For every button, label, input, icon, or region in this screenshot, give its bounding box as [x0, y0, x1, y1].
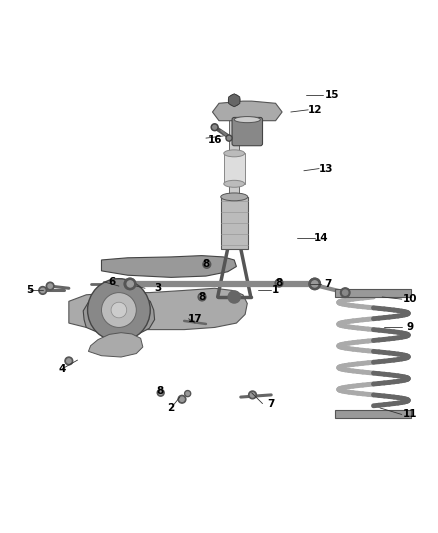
Text: 3: 3 — [155, 283, 162, 293]
Text: 9: 9 — [407, 322, 414, 333]
Circle shape — [211, 124, 218, 131]
Circle shape — [88, 279, 150, 341]
Text: 8: 8 — [198, 292, 205, 302]
Circle shape — [65, 357, 73, 365]
Text: 8: 8 — [202, 260, 209, 269]
Text: 1: 1 — [272, 286, 279, 295]
Text: 6: 6 — [109, 277, 116, 287]
Ellipse shape — [224, 150, 245, 157]
Text: 10: 10 — [403, 294, 418, 304]
Text: 8: 8 — [157, 385, 164, 395]
Bar — [224, 154, 245, 184]
Circle shape — [124, 278, 136, 289]
FancyBboxPatch shape — [232, 117, 262, 146]
Circle shape — [309, 278, 321, 289]
Polygon shape — [69, 288, 247, 329]
Circle shape — [249, 391, 256, 399]
Text: 2: 2 — [167, 403, 175, 413]
Text: 12: 12 — [307, 105, 322, 115]
Circle shape — [312, 281, 318, 287]
Circle shape — [200, 295, 204, 299]
Circle shape — [127, 281, 133, 287]
Circle shape — [48, 284, 52, 288]
Circle shape — [124, 278, 135, 289]
Circle shape — [228, 291, 240, 303]
Bar — [221, 197, 248, 249]
Text: 5: 5 — [26, 286, 33, 295]
Ellipse shape — [224, 180, 245, 187]
Circle shape — [203, 261, 211, 268]
Circle shape — [229, 94, 240, 106]
Circle shape — [127, 281, 133, 287]
Circle shape — [157, 389, 164, 396]
Text: 14: 14 — [314, 233, 328, 243]
Text: 7: 7 — [324, 279, 332, 289]
Text: 8: 8 — [276, 278, 283, 288]
Circle shape — [227, 136, 231, 140]
Text: 13: 13 — [318, 164, 333, 174]
Ellipse shape — [234, 117, 260, 123]
Circle shape — [213, 125, 216, 129]
Bar — [335, 410, 411, 418]
Polygon shape — [83, 293, 155, 337]
Circle shape — [39, 287, 47, 294]
Circle shape — [277, 281, 281, 285]
Polygon shape — [88, 333, 143, 357]
Circle shape — [309, 278, 321, 289]
Circle shape — [205, 262, 209, 266]
Circle shape — [159, 391, 162, 394]
Circle shape — [275, 279, 283, 287]
Circle shape — [343, 290, 348, 295]
Text: 17: 17 — [188, 314, 202, 324]
Circle shape — [102, 293, 136, 327]
Circle shape — [198, 293, 206, 301]
Polygon shape — [212, 101, 282, 120]
Text: 11: 11 — [403, 409, 418, 419]
Circle shape — [67, 359, 71, 363]
Circle shape — [340, 288, 350, 297]
Text: 15: 15 — [325, 90, 339, 100]
Circle shape — [46, 282, 54, 290]
Ellipse shape — [221, 193, 248, 201]
Text: 16: 16 — [208, 135, 222, 146]
Circle shape — [185, 391, 191, 397]
Circle shape — [251, 393, 254, 397]
Circle shape — [180, 397, 184, 401]
Circle shape — [226, 135, 232, 141]
Circle shape — [111, 302, 127, 318]
Circle shape — [312, 281, 318, 287]
Circle shape — [178, 395, 186, 403]
Polygon shape — [102, 256, 237, 277]
Text: 7: 7 — [268, 399, 275, 409]
Bar — [335, 289, 411, 297]
Circle shape — [186, 392, 189, 395]
Circle shape — [41, 288, 45, 293]
Bar — [230, 106, 239, 197]
Polygon shape — [229, 94, 240, 107]
Text: 4: 4 — [59, 364, 66, 374]
